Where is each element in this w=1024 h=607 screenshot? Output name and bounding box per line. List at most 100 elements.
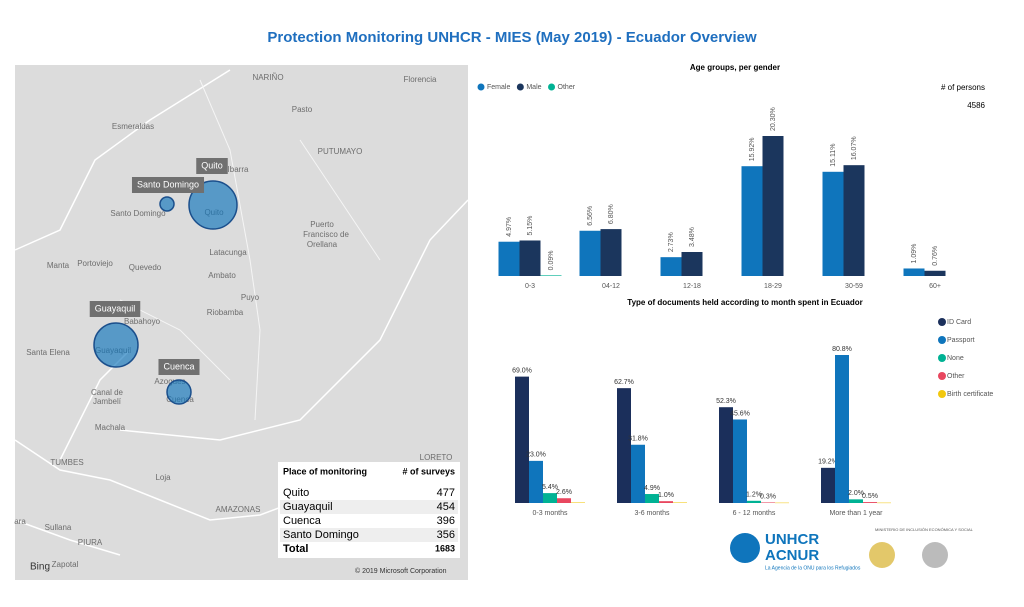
data-label: 80.8% [832, 346, 852, 353]
ministry-emblem [922, 542, 948, 568]
map-place-label: Orellana [307, 240, 338, 249]
ministry-emblem [869, 542, 895, 568]
unhcr-emblem [730, 533, 760, 563]
bar [741, 166, 763, 276]
map-place-label: ara [14, 517, 26, 526]
bar [660, 257, 682, 276]
map-place-label: Santa Elena [26, 348, 70, 357]
legend-label: Male [526, 84, 541, 91]
x-tick-label: More than 1 year [830, 510, 884, 517]
bar [761, 502, 775, 503]
data-label: 23.0% [526, 452, 546, 459]
map-place-label: Puerto [310, 220, 334, 229]
legend-swatch [548, 83, 556, 91]
map-bubble-label: Santo Domingo [137, 179, 199, 189]
table-cell: Quito [283, 487, 309, 499]
bar [903, 268, 925, 276]
data-label: 3.48% [689, 227, 696, 247]
map-place-label: LORETO [420, 453, 453, 462]
data-label: 1.0% [658, 492, 674, 499]
map-place-label: Santo Domingo [110, 209, 166, 218]
legend-swatch [477, 83, 485, 91]
table-total: Total [283, 543, 308, 555]
data-label: 45.6% [730, 410, 750, 417]
table-header: Place of monitoring [283, 466, 367, 476]
map-place-label: Azogues [154, 377, 185, 386]
legend-label: Other [558, 84, 576, 91]
logo-acnur: ACNUR [765, 547, 819, 564]
table-cell: 454 [437, 501, 455, 513]
map-bubble [166, 379, 192, 405]
bar [600, 229, 622, 276]
table-cell: Cuenca [283, 515, 322, 527]
page-title: Protection Monitoring UNHCR - MIES (May … [267, 29, 757, 46]
map-bubble-label-bg [131, 177, 205, 193]
x-tick-label: 0-3 [525, 283, 535, 290]
bar [540, 275, 562, 276]
chart-title: Age groups, per gender [690, 63, 780, 72]
bar [579, 230, 601, 276]
legend-swatch [938, 354, 946, 362]
map-place-label: Esmeraldas [112, 122, 154, 131]
bar [843, 165, 865, 276]
data-label: 52.3% [716, 398, 736, 405]
map-place-label: Latacunga [209, 248, 247, 257]
bar [673, 502, 687, 503]
data-label: 19.2% [818, 459, 838, 466]
map-place-label: Sullana [45, 523, 72, 532]
x-tick-label: 30-59 [845, 283, 863, 290]
legend-swatch [938, 336, 946, 344]
table-row-bg [280, 500, 458, 514]
map-bubble-label: Cuenca [163, 361, 194, 371]
map-provider: Bing [30, 562, 50, 573]
legend-label: None [947, 355, 964, 362]
bar [529, 460, 543, 503]
map-place-label: Canal de [91, 388, 124, 397]
data-label: 0.3% [760, 493, 776, 500]
chart-title: Type of documents held according to mont… [627, 298, 862, 307]
bar [519, 240, 541, 276]
bar [631, 444, 645, 503]
bar [924, 270, 946, 276]
map-place-label: Jambelí [93, 397, 122, 406]
bar [571, 502, 585, 503]
data-label: 2.6% [556, 489, 572, 496]
data-label: 1.09% [911, 244, 918, 264]
bar [877, 502, 891, 504]
legend-label: Passport [947, 337, 975, 344]
logo-unhcr: UNHCR [765, 531, 819, 548]
map-bubble [93, 322, 139, 368]
x-tick-label: 04-12 [602, 283, 620, 290]
map-place-label: TUMBES [50, 458, 83, 467]
legend-label: ID Card [947, 319, 971, 326]
map-place-label: Manta [47, 261, 70, 270]
x-tick-label: 60+ [929, 283, 941, 290]
legend-label: Other [947, 373, 965, 380]
data-label: 4.97% [506, 217, 513, 237]
bar [775, 502, 789, 504]
map-place-label: Francisco de [303, 230, 349, 239]
data-label: 2.0% [848, 490, 864, 497]
bar [557, 498, 571, 503]
bar [498, 241, 520, 276]
bar [733, 419, 747, 503]
map-place-label: Machala [95, 423, 126, 432]
table-cell: 477 [437, 487, 455, 499]
bar [762, 136, 784, 276]
map-border [14, 439, 301, 556]
bar [747, 500, 761, 503]
bar [659, 501, 673, 503]
map-place-label: Loja [155, 473, 171, 482]
data-label: 6.56% [587, 206, 594, 226]
map-bubble-label-bg [89, 301, 141, 317]
data-label: 2.73% [668, 232, 675, 252]
table-cell: 396 [437, 515, 455, 527]
x-tick-label: 6 - 12 months [733, 510, 776, 517]
map-place-label: Zapotal [52, 560, 79, 569]
map-copyright: © 2019 Microsoft Corporation [355, 567, 447, 575]
map-place-label: PIURA [78, 538, 103, 547]
table-cell: Guayaquil [283, 501, 333, 513]
data-label: 4.9% [644, 485, 660, 492]
map-bubble [159, 196, 175, 212]
legend-swatch [938, 318, 946, 326]
